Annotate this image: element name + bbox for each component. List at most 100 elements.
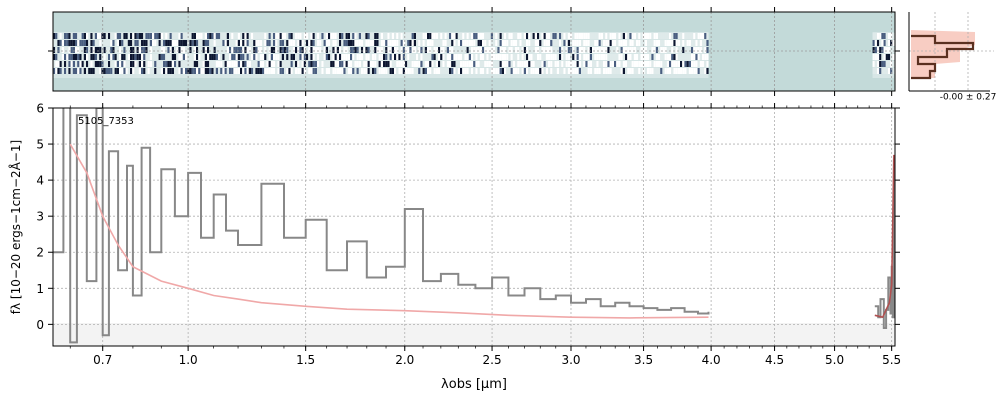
spectrum-2d-pixel — [488, 33, 491, 39]
spectrum-2d-pixel — [484, 54, 487, 60]
spectrum-2d-pixel — [114, 33, 117, 39]
spectrum-2d-pixel — [671, 68, 674, 74]
spectrum-2d-pixel — [405, 33, 408, 39]
flux-series — [874, 158, 895, 329]
spectrum-2d-pixel — [336, 61, 339, 67]
spectrum-2d-pixel — [682, 54, 685, 60]
spectrum-2d-pixel — [438, 54, 441, 60]
spectrum-2d-pixel — [598, 54, 601, 60]
spectrum-2d-pixel — [618, 54, 621, 60]
spectrum-2d-pixel — [453, 61, 456, 67]
spectrum-2d-pixel — [108, 47, 111, 53]
spectrum-2d-pixel — [213, 61, 216, 67]
spectrum-2d-pixel — [603, 33, 606, 39]
spectrum-2d-pixel — [644, 40, 647, 46]
spectrum-2d-pixel — [534, 47, 537, 53]
spectrum-2d-pixel — [622, 47, 625, 53]
spectrum-2d-pixel — [394, 33, 397, 39]
spectrum-2d-pixel — [174, 68, 177, 74]
spectrum-2d-pixel — [213, 47, 216, 53]
spectrum-2d-pixel — [890, 47, 893, 53]
spectrum-2d-pixel — [488, 68, 491, 74]
spectrum-2d-pixel — [609, 47, 612, 53]
spectrum-2d-pixel — [180, 54, 183, 60]
spectrum-2d-pixel — [642, 68, 645, 74]
spectrum-2d-pixel — [462, 40, 465, 46]
spectrum-2d-pixel — [257, 40, 260, 46]
spectrum-2d-pixel — [288, 40, 291, 46]
spectrum-2d-pixel — [81, 68, 84, 74]
spectrum-2d-pixel — [374, 54, 377, 60]
spectrum-2d-pixel — [233, 61, 236, 67]
spectrum-2d-pixel — [442, 68, 445, 74]
spectrum-2d-pixel — [246, 68, 249, 74]
spectrum-2d-pixel — [90, 61, 93, 67]
spectrum-2d-pixel — [697, 68, 700, 74]
spectrum-2d-pixel — [301, 61, 304, 67]
spectrum-2d-pixel — [242, 40, 245, 46]
spectrum-2d-pixel — [185, 68, 188, 74]
spectrum-2d-pixel — [541, 54, 544, 60]
spectrum-2d-pixel — [53, 54, 56, 60]
spectrum-2d-pixel — [495, 68, 498, 74]
spectrum-2d-pixel — [552, 40, 555, 46]
spectrum-2d-pixel — [246, 61, 249, 67]
spectrum-2d-pixel — [303, 40, 306, 46]
spectrum-2d-pixel — [176, 54, 179, 60]
spectrum-2d-pixel — [435, 68, 438, 74]
spectrum-2d-pixel — [299, 61, 302, 67]
spectrum-2d-pixel — [336, 68, 339, 74]
spectrum-2d-pixel — [301, 47, 304, 53]
spectrum-2d-pixel — [611, 61, 614, 67]
spectrum-2d-pixel — [176, 40, 179, 46]
spectrum-2d-pixel — [682, 40, 685, 46]
spectrum-2d-pixel — [218, 47, 221, 53]
spectrum-2d-pixel — [152, 47, 155, 53]
spectrum-2d-pixel — [110, 68, 113, 74]
spectrum-2d-pixel — [468, 61, 471, 67]
spectrum-2d-pixel — [79, 68, 82, 74]
spectrum-2d-pixel — [548, 61, 551, 67]
spectrum-2d-pixel — [72, 47, 75, 53]
spectrum-2d-pixel — [182, 33, 185, 39]
spectrum-2d-pixel — [400, 33, 403, 39]
spectrum-2d-pixel — [277, 47, 280, 53]
spectrum-2d-pixel — [660, 33, 663, 39]
spectrum-2d-pixel — [383, 61, 386, 67]
spectrum-2d-pixel — [72, 33, 75, 39]
spectrum-2d-pixel — [598, 68, 601, 74]
x-tick-label: 3.5 — [634, 353, 653, 367]
spectrum-2d-pixel — [134, 33, 137, 39]
spectrum-2d-pixel — [592, 54, 595, 60]
spectrum-2d-pixel — [174, 61, 177, 67]
spectrum-2d-pixel — [658, 40, 661, 46]
spectrum-2d-pixel — [574, 47, 577, 53]
spectrum-2d-pixel — [504, 61, 507, 67]
spectrum-2d-pixel — [616, 61, 619, 67]
spectrum-2d-pixel — [207, 40, 210, 46]
spectrum-2d-pixel — [125, 68, 128, 74]
spectrum-2d-pixel — [145, 68, 148, 74]
spectrum-2d-pixel — [266, 61, 269, 67]
spectrum-2d-pixel — [125, 54, 128, 60]
spectrum-2d-pixel — [281, 33, 284, 39]
spectrum-2d-pixel — [528, 47, 531, 53]
spectrum-2d-pixel — [191, 61, 194, 67]
spectrum-2d-pixel — [323, 61, 326, 67]
spectrum-2d-pixel — [409, 61, 412, 67]
spectrum-2d-pixel — [699, 61, 702, 67]
spectrum-2d-pixel — [385, 40, 388, 46]
spectrum-2d-pixel — [279, 40, 282, 46]
spectrum-2d-pixel — [651, 33, 654, 39]
spectrum-2d-pixel — [156, 68, 159, 74]
spectrum-2d-pixel — [308, 33, 311, 39]
spectrum-2d-pixel — [499, 68, 502, 74]
spectrum-2d-pixel — [684, 68, 687, 74]
spectrum-2d-pixel — [270, 68, 273, 74]
spectrum-2d-pixel — [475, 68, 478, 74]
spectrum-2d-pixel — [295, 68, 298, 74]
spectrum-2d-pixel — [892, 33, 895, 39]
spectrum-2d-pixel — [182, 61, 185, 67]
spectrum-2d-pixel — [130, 33, 133, 39]
spectrum-2d-pixel — [431, 33, 434, 39]
